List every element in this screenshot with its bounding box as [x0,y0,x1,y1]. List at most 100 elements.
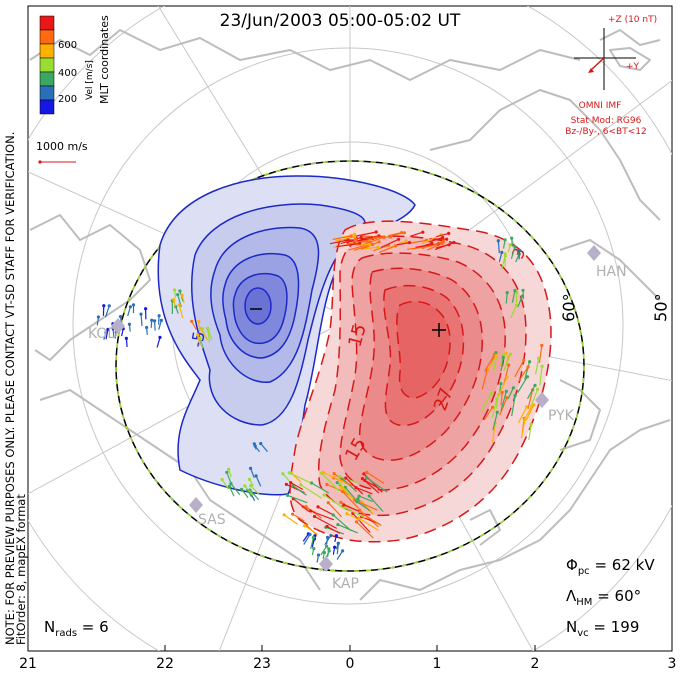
vector-origin [408,241,411,244]
vector-origin [316,505,319,508]
vector-origin [496,411,499,414]
stat-model: Stat Mod: RG96 [571,116,642,126]
vector-origin [521,295,524,298]
vector-origin [368,243,371,246]
vector-origin [347,238,350,241]
vector-origin [365,471,368,474]
vector-origin [394,244,397,247]
vector-origin [339,482,342,485]
vector-origin [339,501,342,504]
vector-origin [514,394,517,397]
vector-origin [368,494,371,497]
vector-origin [350,235,353,238]
vector-origin [513,245,516,248]
vector-origin [160,319,163,322]
vector-origin [327,547,330,550]
vector-origin [421,231,424,234]
mlt-tick-label: 1 [433,656,442,672]
radar-count: Nrads = 6 [44,618,109,639]
vector-origin [312,536,315,539]
vector-origin [178,289,181,292]
vector-origin [299,483,302,486]
vector-origin [97,315,100,318]
vector-origin [332,513,335,516]
fitorder-note: FitOrder: 8, mapEX format [14,494,28,645]
vector-origin [255,474,258,477]
vector-origin [227,468,230,471]
vector-origin [129,305,132,308]
vector-origin [125,337,128,340]
vector-origin [207,329,210,332]
vector-origin [507,363,510,366]
vector-origin [313,515,316,518]
vector-origin [378,240,381,243]
mlt-tick-label: 23 [253,656,271,672]
station-label-pyk: PYK [548,408,575,424]
vector-origin [523,418,526,421]
vector-origin [336,523,339,526]
vector-origin [447,232,450,235]
vector-origin [490,392,493,395]
vector-origin [144,307,147,310]
colorbar-vel-label: Vel [m/s] [85,60,95,100]
station-label-han: HAN [596,264,627,280]
colorbar-cell [40,44,54,58]
vector-origin [528,360,531,363]
vector-origin [521,289,524,292]
vector-origin [499,382,502,385]
latitude-label-60: 60° [559,293,579,322]
vector-origin [363,513,366,516]
vector-origin [360,236,363,239]
vector-origin [335,534,338,537]
vector-origin [504,238,507,241]
vector-origin [365,476,368,479]
vector-origin [327,501,330,504]
vector-origin [376,246,379,249]
vector-origin [362,472,365,475]
vector-origin [329,534,332,537]
vector-origin [286,494,289,497]
vector-origin [526,365,529,368]
colorbar-tick-200: 200 [58,94,77,105]
vector-origin [530,423,533,426]
vector-origin [502,356,505,359]
vector-origin [145,326,148,329]
vector-origin [158,314,161,317]
velocity-scale-label: 1000 m/s [36,140,88,153]
colorbar-cell [40,100,54,114]
vector-origin [102,304,105,307]
vector-origin [375,230,378,233]
mlt-tick-label: 2 [531,656,540,672]
vector-origin [441,241,444,244]
vector-origin [322,471,325,474]
vector-origin [510,237,513,240]
vector-origin [504,252,507,255]
vector-origin [356,497,359,500]
vector-origin [322,493,325,496]
vector-origin [371,243,374,246]
vector-origin [497,239,500,242]
vector-origin [308,533,311,536]
vector-origin [291,513,294,516]
vector-origin [128,323,131,326]
vector-origin [522,359,525,362]
station-label-kap: KAP [332,576,359,592]
mlt-tick-label: 3 [668,656,677,672]
vector-origin [196,333,199,336]
vector-origin [530,405,533,408]
vector-origin [340,486,343,489]
vector-origin [173,288,176,291]
vector-count: Nvc = 199 [566,618,639,639]
vector-origin [513,289,516,292]
vector-origin [342,503,345,506]
colorbar-cell [40,58,54,72]
vector-origin [181,294,184,297]
vector-origin [452,241,455,244]
vector-origin [500,251,503,254]
vector-origin [355,520,358,523]
vector-origin [285,483,288,486]
station-label-kod: KOD [88,326,118,342]
vector-origin [190,320,193,323]
